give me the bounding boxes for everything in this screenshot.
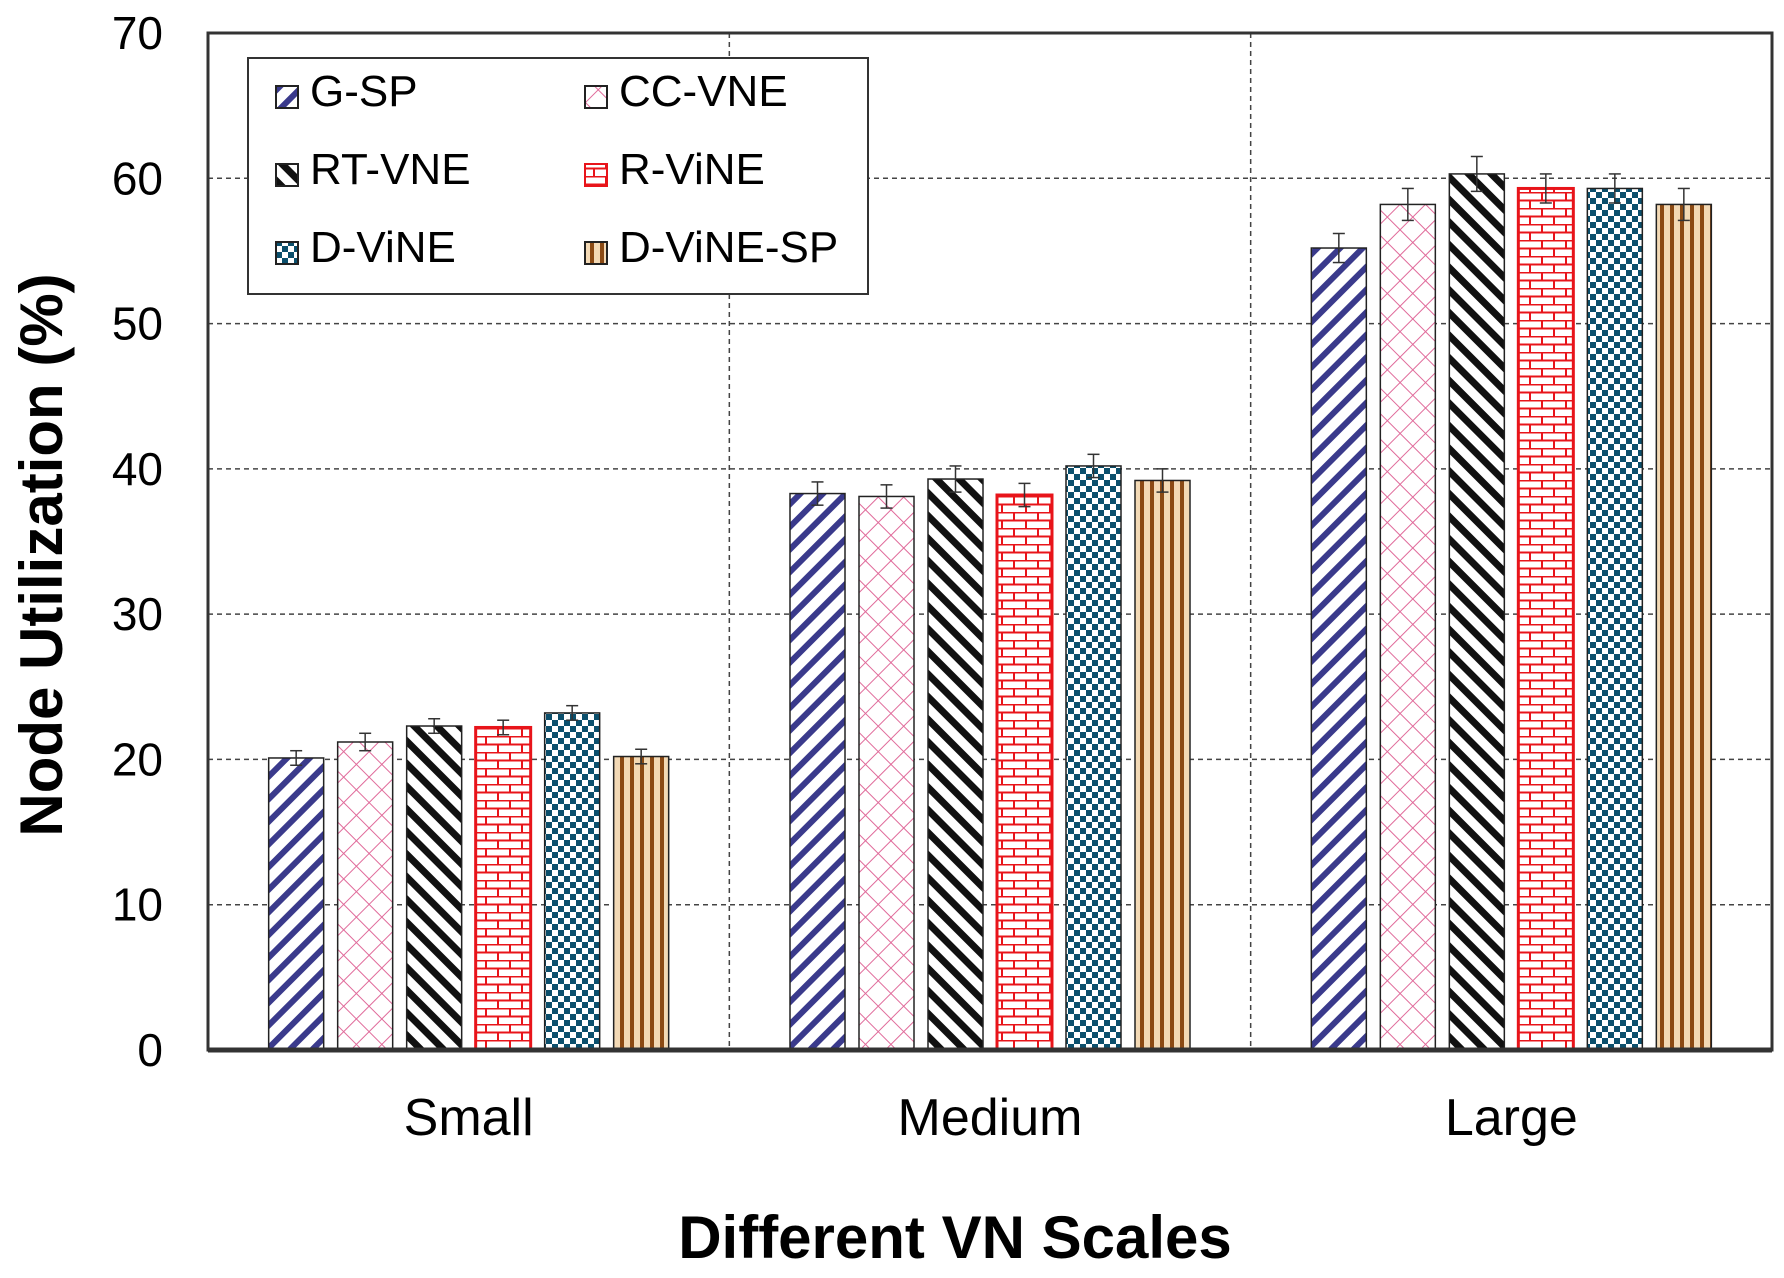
x-tick-label: Large [1445, 1089, 1578, 1147]
legend: G-SP CC-VNE RT-VNE R-ViNE D-ViNE D-ViNE-SP [247, 57, 869, 295]
bar-g-sp [1310, 247, 1368, 1051]
y-tick-label: 20 [112, 733, 163, 785]
bar-rt-vne [405, 725, 463, 1051]
legend-swatch [584, 85, 608, 109]
y-axis-title: Node Utilization (%) [8, 273, 75, 836]
legend-swatch [275, 163, 299, 187]
bar-d-vine-sp [1134, 479, 1191, 1051]
x-tick-label: Small [404, 1089, 534, 1147]
y-tick-label: 70 [112, 7, 163, 59]
y-tick-label: 30 [112, 588, 163, 640]
bar-d-vine-sp [612, 755, 670, 1051]
legend-swatch [275, 85, 299, 109]
legend-label: RT-VNE [310, 145, 471, 194]
legend-label: D-ViNE [310, 223, 456, 272]
bar-cc-vne [858, 495, 915, 1051]
legend-label: R-ViNE [619, 145, 765, 194]
legend-box [247, 57, 869, 295]
legend-label: D-ViNE-SP [619, 223, 838, 272]
legend-swatch [275, 241, 299, 265]
legend-label: G-SP [310, 67, 418, 116]
bar-d-vine [1586, 187, 1644, 1051]
y-tick-label: 0 [137, 1024, 163, 1076]
bar-d-vine [1065, 465, 1122, 1051]
x-axis-title: Different VN Scales [678, 1204, 1232, 1271]
bar-g-sp [789, 492, 846, 1051]
bar-r-vine [995, 493, 1054, 1052]
bar-rt-vne [927, 478, 984, 1051]
bar-g-sp [267, 757, 325, 1051]
legend-swatch [584, 163, 608, 187]
bar-rt-vne [1448, 173, 1506, 1051]
legend-swatch [584, 241, 608, 265]
bar-r-vine [1516, 186, 1575, 1052]
bars [267, 155, 1713, 1052]
bar-cc-vne [1379, 203, 1437, 1051]
y-tick-label: 40 [112, 443, 163, 495]
legend-label: CC-VNE [619, 67, 788, 116]
bar-cc-vne [336, 741, 394, 1051]
y-tick-label: 60 [112, 152, 163, 204]
x-tick-label: Medium [898, 1089, 1083, 1147]
bar-r-vine [474, 725, 533, 1052]
bar-d-vine [543, 712, 601, 1051]
y-tick-label: 50 [112, 298, 163, 350]
axes: 0 10 20 30 40 50 60 70 Small Medium Large [112, 7, 1774, 1147]
bar-d-vine-sp [1655, 203, 1713, 1051]
y-tick-label: 10 [112, 879, 163, 931]
